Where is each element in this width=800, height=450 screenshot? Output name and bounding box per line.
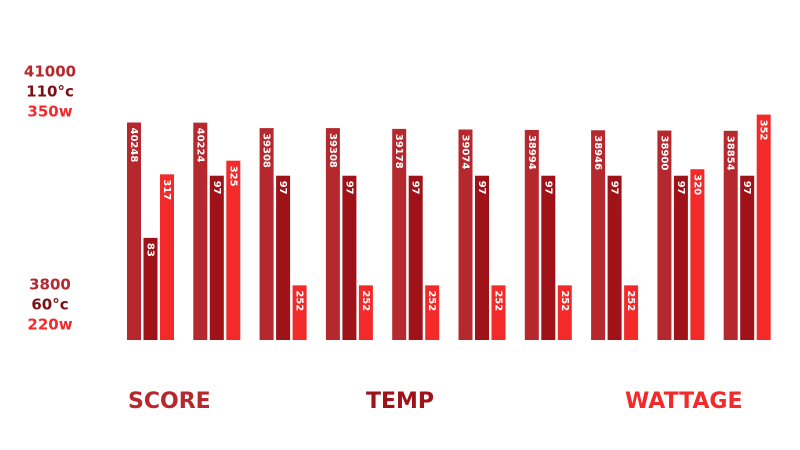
value-label: 97	[542, 181, 553, 195]
value-label: 97	[277, 181, 288, 195]
bar	[690, 169, 705, 340]
value-label: 352	[758, 120, 769, 141]
y-tick-label: 350w	[27, 103, 72, 121]
bar	[127, 122, 141, 341]
value-label: 38994	[526, 135, 537, 170]
value-label: 39074	[460, 134, 471, 169]
y-tick-label: 220w	[27, 316, 72, 334]
bar	[226, 160, 241, 340]
bar	[143, 237, 158, 340]
value-label: 252	[559, 290, 570, 311]
bar	[325, 128, 340, 340]
value-label: 97	[410, 181, 421, 195]
bar	[607, 175, 622, 340]
legend-label: SCORE	[128, 389, 211, 414]
value-label: 39178	[393, 134, 404, 169]
value-label: 97	[741, 181, 752, 195]
bar	[292, 285, 307, 340]
bar	[475, 175, 489, 340]
bar	[591, 130, 606, 340]
y-tick-label: 3800	[29, 276, 71, 294]
bar	[673, 175, 688, 340]
value-label: 97	[343, 181, 354, 195]
value-label: 38854	[725, 136, 736, 171]
value-label: 325	[227, 166, 238, 187]
value-label: 38900	[658, 136, 669, 171]
bar	[756, 114, 771, 340]
bar	[342, 175, 357, 340]
bar	[276, 175, 291, 340]
bar	[657, 130, 672, 340]
value-label: 317	[161, 179, 172, 200]
bar	[425, 285, 440, 340]
value-label: 97	[476, 181, 487, 195]
value-label: 97	[675, 181, 686, 195]
value-label: 97	[211, 181, 222, 195]
value-label: 38946	[592, 135, 603, 170]
value-label: 252	[426, 290, 437, 311]
value-label: 40224	[194, 128, 205, 163]
y-tick-label: 41000	[24, 63, 76, 81]
value-label: 39308	[327, 133, 338, 168]
bar	[193, 122, 208, 340]
y-tick-label: 110°c	[26, 83, 74, 101]
bar	[259, 128, 274, 340]
value-label: 320	[691, 174, 702, 195]
bar	[557, 285, 572, 340]
bar	[541, 175, 556, 340]
y-tick-label: 60°c	[31, 296, 68, 314]
value-label: 252	[294, 290, 305, 311]
value-label: 39308	[261, 133, 272, 168]
bar	[624, 285, 639, 340]
bar	[491, 285, 506, 340]
bar	[458, 129, 473, 340]
value-label: 252	[493, 290, 504, 311]
value-label: 40248	[128, 127, 139, 162]
bar	[358, 285, 373, 340]
bar	[723, 130, 738, 340]
value-label: 252	[360, 290, 371, 311]
bar	[408, 175, 423, 340]
value-label: 97	[609, 181, 620, 195]
bar	[524, 129, 539, 340]
bar	[740, 175, 755, 340]
value-label: 83	[145, 243, 156, 257]
value-label: 252	[625, 290, 636, 311]
bar	[392, 128, 407, 340]
bar	[160, 174, 174, 340]
bar	[209, 175, 224, 340]
legend-label: TEMP	[366, 389, 434, 414]
legend-label: WATTAGE	[625, 389, 743, 414]
